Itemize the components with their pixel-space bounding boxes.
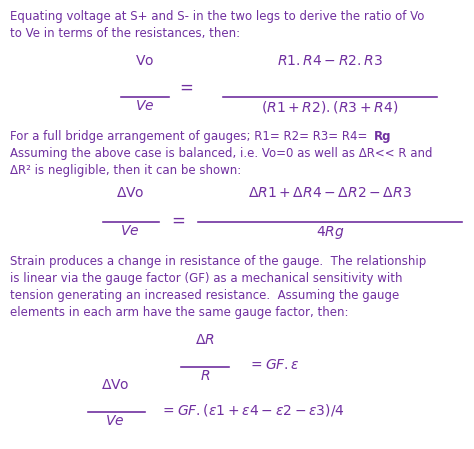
- Text: $\mathit{Ve}$: $\mathit{Ve}$: [120, 224, 140, 238]
- Text: Rg: Rg: [374, 130, 392, 143]
- Text: $\Delta R$: $\Delta R$: [195, 333, 215, 347]
- Text: $(R1 + R2).(R3 + R4)$: $(R1 + R2).(R3 + R4)$: [261, 99, 399, 115]
- Text: $4Rg$: $4Rg$: [316, 224, 345, 241]
- Text: Assuming the above case is balanced, i.e. Vo=0 as well as ΔR<< R and
ΔR² is negl: Assuming the above case is balanced, i.e…: [10, 147, 432, 177]
- Text: $\Delta\mathsf{Vo}$: $\Delta\mathsf{Vo}$: [100, 378, 129, 392]
- Text: $\Delta\mathsf{Vo}$: $\Delta\mathsf{Vo}$: [116, 186, 145, 200]
- Text: $\mathit{Ve}$: $\mathit{Ve}$: [135, 99, 155, 113]
- Text: $= GF.\varepsilon$: $= GF.\varepsilon$: [248, 358, 300, 372]
- Text: $R1.R4 - R2.R3$: $R1.R4 - R2.R3$: [277, 54, 383, 68]
- Text: Strain produces a change in resistance of the gauge.  The relationship
is linear: Strain produces a change in resistance o…: [10, 255, 426, 319]
- Text: For a full bridge arrangement of gauges; R1= R2= R3= R4=: For a full bridge arrangement of gauges;…: [10, 130, 371, 143]
- Text: $= GF.(\varepsilon 1 + \varepsilon 4 - \varepsilon 2 - \varepsilon 3)/4$: $= GF.(\varepsilon 1 + \varepsilon 4 - \…: [160, 402, 345, 418]
- Text: $\Delta R1 + \Delta R4 - \Delta R2 - \Delta R3$: $\Delta R1 + \Delta R4 - \Delta R2 - \De…: [248, 186, 412, 200]
- Text: $\mathit{Ve}$: $\mathit{Ve}$: [105, 414, 125, 428]
- Text: $R$: $R$: [200, 369, 210, 383]
- Text: $=$: $=$: [168, 211, 186, 229]
- Text: $=$: $=$: [176, 79, 194, 96]
- Text: $\mathsf{Vo}$: $\mathsf{Vo}$: [136, 54, 155, 68]
- Text: Equating voltage at S+ and S- in the two legs to derive the ratio of Vo
to Ve in: Equating voltage at S+ and S- in the two…: [10, 10, 424, 40]
